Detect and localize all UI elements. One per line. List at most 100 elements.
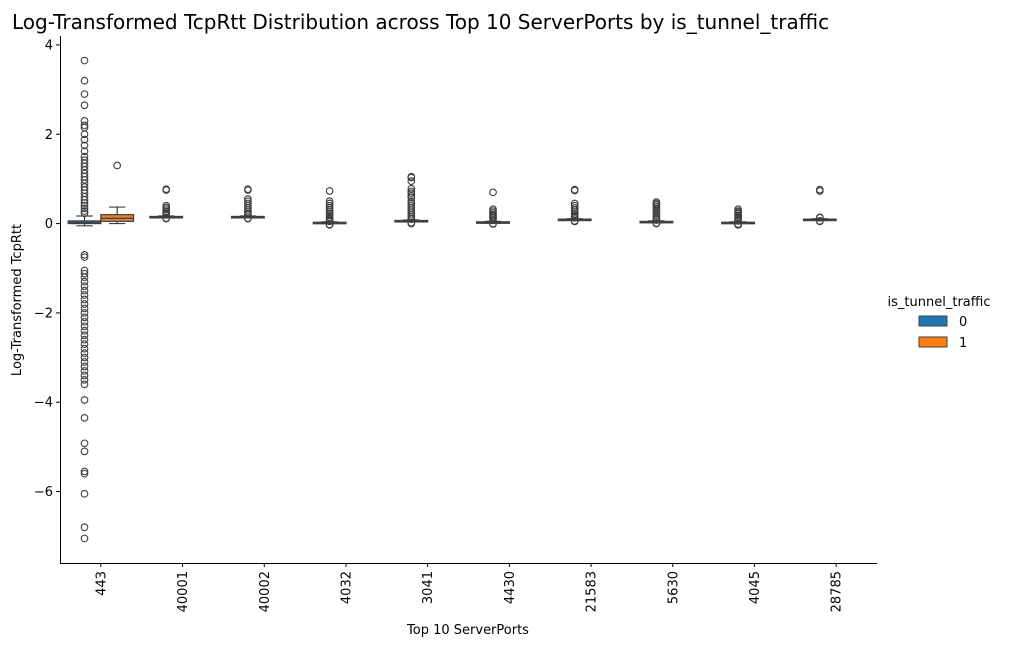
legend-swatch-0 <box>918 315 948 327</box>
outlier-point <box>80 367 89 375</box>
y-tick-label: 4 <box>45 38 53 53</box>
outlier-point <box>80 304 89 313</box>
box-0-21583 <box>557 185 592 226</box>
legend-swatch-1 <box>918 336 948 348</box>
box-0-4430 <box>476 188 510 228</box>
y-tick-label: −6 <box>34 485 53 500</box>
outlier-point <box>407 215 416 223</box>
outlier-point <box>80 282 89 290</box>
outlier-point <box>80 335 89 344</box>
outlier-point <box>80 300 89 308</box>
x-tick-label: 4032 <box>339 571 354 604</box>
outlier-point <box>80 277 89 286</box>
legend: is_tunnel_traffic 0 1 <box>888 295 991 351</box>
outlier-point <box>244 210 252 219</box>
outlier-point <box>80 121 89 130</box>
box-0-443 <box>67 56 102 543</box>
x-tick-label: 4430 <box>503 571 518 604</box>
chart-title: Log-Transformed TcpRtt Distribution acro… <box>12 10 829 34</box>
outlier-point <box>80 199 89 207</box>
legend-label-0: 0 <box>959 315 967 330</box>
x-tick-label: 443 <box>94 571 109 596</box>
outlier-point <box>80 447 89 456</box>
outlier-point <box>80 439 89 448</box>
outlier-point <box>80 286 89 295</box>
outlier-point <box>80 523 89 532</box>
plot-area <box>67 56 837 543</box>
y-tick-label: 0 <box>45 217 53 232</box>
box-0-3041 <box>394 172 429 228</box>
outlier-point <box>80 147 89 156</box>
outlier-point <box>80 209 89 218</box>
box-0-5630 <box>639 198 674 228</box>
outlier-point <box>80 322 89 331</box>
outlier-point <box>80 353 89 362</box>
legend-title: is_tunnel_traffic <box>888 295 991 310</box>
x-axis: 443 40001 40002 4032 3041 4430 21583 5630 4045 28… <box>94 563 845 612</box>
outlier-point <box>244 214 252 223</box>
outlier-point <box>80 313 89 322</box>
outlier-point <box>80 396 89 404</box>
x-tick-label: 28785 <box>830 571 845 612</box>
outlier-point <box>570 217 579 226</box>
x-axis-label: Top 10 ServerPorts <box>406 623 529 638</box>
legend-label-1: 1 <box>959 336 967 351</box>
x-tick-label: 21583 <box>585 571 600 612</box>
outlier-point <box>80 349 89 357</box>
outlier-point <box>489 188 497 197</box>
outlier-point <box>325 221 334 229</box>
outlier-point <box>815 213 824 222</box>
outlier-point <box>407 177 416 185</box>
outlier-point <box>80 489 89 498</box>
outlier-point <box>407 173 416 182</box>
box-0-4032 <box>312 187 347 229</box>
outlier-point <box>80 90 89 98</box>
box-0-28785 <box>802 185 837 226</box>
outlier-point <box>489 216 497 225</box>
outlier-point <box>80 534 89 543</box>
outlier-point <box>407 193 416 202</box>
outlier-point <box>652 219 661 228</box>
outlier-point <box>80 196 89 204</box>
outlier-point <box>80 141 89 150</box>
outlier-point <box>80 101 89 110</box>
outlier-point <box>652 216 661 224</box>
outlier-point <box>80 130 89 139</box>
outlier-point <box>80 250 89 259</box>
outlier-point <box>80 295 89 304</box>
x-tick-label: 40002 <box>258 571 273 612</box>
outlier-point <box>80 273 89 282</box>
outlier-point <box>80 380 89 389</box>
outlier-point <box>325 204 334 212</box>
outlier-point <box>113 161 122 170</box>
box-0-40002 <box>230 185 265 223</box>
outlier-point <box>325 187 334 195</box>
outlier-point <box>80 207 89 215</box>
outlier-point <box>162 210 171 219</box>
outlier-point <box>325 217 334 226</box>
outlier-point <box>80 376 89 384</box>
outlier-point <box>80 269 89 278</box>
x-tick-label: 40001 <box>176 571 191 612</box>
x-tick-label: 4045 <box>748 571 763 604</box>
box-0-4045 <box>721 205 756 229</box>
box-1-443 <box>100 161 135 225</box>
outlier-point <box>162 214 171 223</box>
y-tick-label: −4 <box>34 396 53 411</box>
outlier-point <box>80 326 89 335</box>
box-0-40001 <box>149 185 184 223</box>
outlier-point <box>80 469 89 478</box>
outlier-point <box>80 204 89 213</box>
outlier-point <box>80 358 89 366</box>
outlier-point <box>80 362 89 371</box>
outlier-point <box>80 344 89 353</box>
outlier-point <box>80 467 89 476</box>
outlier-point <box>80 309 89 317</box>
outlier-point <box>80 414 89 422</box>
outlier-point <box>80 56 89 65</box>
outlier-point <box>489 220 497 228</box>
outlier-point <box>80 340 89 349</box>
outlier-point <box>815 217 824 226</box>
